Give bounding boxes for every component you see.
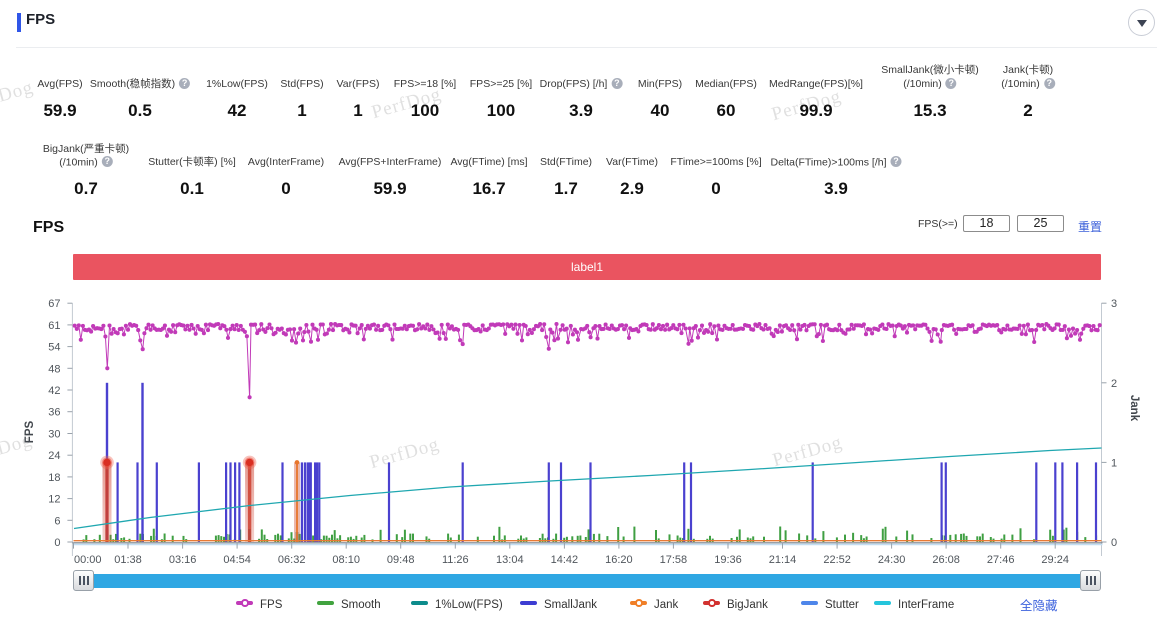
svg-text:26:08: 26:08 bbox=[932, 554, 960, 566]
svg-text:24:30: 24:30 bbox=[878, 554, 906, 566]
svg-text:27:46: 27:46 bbox=[987, 554, 1015, 566]
svg-text:0: 0 bbox=[54, 537, 60, 549]
svg-text:09:48: 09:48 bbox=[387, 554, 415, 566]
svg-text:0: 0 bbox=[1111, 537, 1117, 549]
svg-text:11:26: 11:26 bbox=[442, 554, 469, 566]
svg-text:06:32: 06:32 bbox=[278, 554, 306, 566]
svg-text:04:54: 04:54 bbox=[223, 554, 251, 566]
svg-text:01:38: 01:38 bbox=[114, 554, 142, 566]
svg-text:FPS: FPS bbox=[24, 420, 36, 443]
svg-text:42: 42 bbox=[48, 385, 60, 397]
svg-text:2: 2 bbox=[1111, 378, 1117, 390]
svg-text:6: 6 bbox=[54, 515, 60, 527]
svg-text:1: 1 bbox=[1111, 457, 1117, 469]
svg-text:12: 12 bbox=[48, 494, 60, 506]
svg-text:24: 24 bbox=[48, 450, 60, 462]
svg-text:16:20: 16:20 bbox=[605, 554, 633, 566]
svg-text:3: 3 bbox=[1111, 298, 1117, 310]
svg-text:14:42: 14:42 bbox=[551, 554, 579, 566]
svg-text:08:10: 08:10 bbox=[332, 554, 360, 566]
svg-text:03:16: 03:16 bbox=[169, 554, 197, 566]
svg-text:22:52: 22:52 bbox=[823, 554, 851, 566]
svg-text:Jank: Jank bbox=[1128, 395, 1140, 422]
svg-text:18: 18 bbox=[48, 472, 60, 484]
svg-text:61: 61 bbox=[48, 320, 60, 332]
svg-text:21:14: 21:14 bbox=[769, 554, 797, 566]
svg-text:19:36: 19:36 bbox=[714, 554, 742, 566]
svg-text:00:00: 00:00 bbox=[74, 554, 102, 566]
svg-text:17:58: 17:58 bbox=[660, 554, 688, 566]
svg-text:67: 67 bbox=[48, 298, 60, 310]
svg-text:30: 30 bbox=[48, 429, 60, 441]
svg-text:13:04: 13:04 bbox=[496, 554, 524, 566]
svg-text:48: 48 bbox=[48, 363, 60, 375]
svg-text:54: 54 bbox=[48, 342, 60, 354]
svg-text:29:24: 29:24 bbox=[1041, 554, 1069, 566]
svg-text:36: 36 bbox=[48, 407, 60, 419]
